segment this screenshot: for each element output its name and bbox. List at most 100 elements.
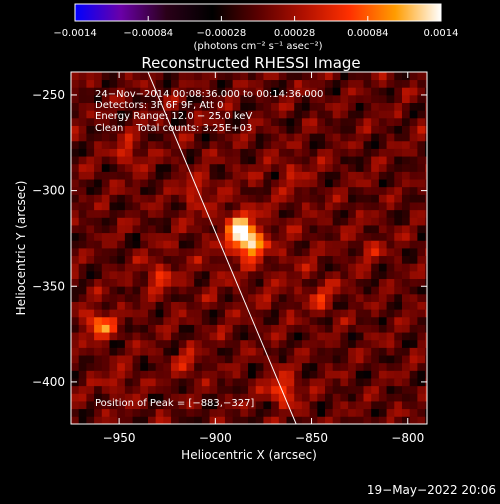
heatmap-cell xyxy=(140,309,149,318)
heatmap-cell xyxy=(271,309,280,318)
heatmap-cell xyxy=(255,370,264,379)
heatmap-cell xyxy=(425,316,427,325)
heatmap-cell xyxy=(124,301,133,310)
heatmap-cell xyxy=(309,301,318,310)
heatmap-cell xyxy=(86,148,95,157)
heatmap-cell xyxy=(155,87,164,96)
heatmap-cell xyxy=(286,347,295,356)
heatmap-cell xyxy=(209,248,218,257)
heatmap-cell xyxy=(71,217,80,226)
heatmap-cell xyxy=(417,87,426,96)
heatmap-cell xyxy=(86,270,95,280)
heatmap-cell xyxy=(163,339,172,348)
heatmap-cell xyxy=(278,270,287,280)
heatmap-cell xyxy=(132,110,141,119)
heatmap-cell xyxy=(178,301,187,310)
heatmap-cell xyxy=(217,125,226,134)
heatmap-cell xyxy=(255,393,264,402)
heatmap-cell xyxy=(386,309,395,318)
heatmap-cell xyxy=(301,248,311,257)
heatmap-cell xyxy=(325,286,334,295)
heatmap-cell xyxy=(348,324,357,333)
heatmap-cell xyxy=(109,401,118,410)
heatmap-cell xyxy=(278,355,287,364)
heatmap-cell xyxy=(371,125,380,134)
heatmap-cell xyxy=(301,156,311,165)
heatmap-cell xyxy=(386,240,395,249)
heatmap-cell xyxy=(348,278,357,287)
heatmap-cell xyxy=(232,270,241,280)
heatmap-cell xyxy=(117,102,126,111)
heatmap-cell xyxy=(309,355,318,364)
heatmap-cell xyxy=(332,179,341,188)
heatmap-cell xyxy=(117,301,126,310)
heatmap-cell xyxy=(71,324,80,333)
heatmap-cell xyxy=(371,393,380,402)
heatmap-cell xyxy=(340,286,349,295)
heatmap-cell xyxy=(163,171,172,180)
heatmap-cell xyxy=(209,133,218,142)
heatmap-cell xyxy=(386,263,395,272)
heatmap-cell xyxy=(178,270,187,280)
heatmap-cell xyxy=(78,309,87,318)
heatmap-cell xyxy=(340,301,349,310)
heatmap-cell xyxy=(94,133,103,142)
heatmap-cell xyxy=(86,370,95,379)
heatmap-cell xyxy=(201,125,210,134)
heatmap-cell xyxy=(286,240,295,249)
heatmap-cell xyxy=(371,248,380,257)
heatmap-cell xyxy=(109,255,118,264)
heatmap-cell xyxy=(263,163,272,172)
heatmap-cell xyxy=(325,232,334,241)
heatmap-cell xyxy=(117,393,126,402)
heatmap-cell xyxy=(171,408,180,417)
heatmap-cell xyxy=(178,309,187,318)
heatmap-cell xyxy=(255,117,264,126)
heatmap-cell xyxy=(240,332,249,341)
heatmap-cell xyxy=(317,378,326,387)
heatmap-cell xyxy=(232,186,241,195)
heatmap-cell xyxy=(325,378,334,387)
heatmap-cell xyxy=(71,110,80,119)
heatmap-cell xyxy=(163,270,172,280)
heatmap-cell xyxy=(409,270,418,280)
heatmap-cell xyxy=(309,286,318,295)
heatmap-cell xyxy=(255,362,264,371)
heatmap-cell xyxy=(332,194,341,203)
heatmap-cell xyxy=(325,79,334,88)
heatmap-cell xyxy=(378,393,387,402)
heatmap-cell xyxy=(278,408,287,417)
heatmap-cell xyxy=(101,102,110,111)
heatmap-cell xyxy=(271,362,280,371)
heatmap-cell xyxy=(263,339,272,348)
heatmap-cell xyxy=(71,316,80,325)
heatmap-cell xyxy=(301,240,311,249)
heatmap-cell xyxy=(140,263,149,272)
heatmap-cell xyxy=(425,332,427,341)
heatmap-cell xyxy=(86,94,95,104)
heatmap-cell xyxy=(147,232,157,241)
heatmap-cell xyxy=(101,179,110,188)
heatmap-cell xyxy=(301,270,311,280)
heatmap-cell xyxy=(178,362,187,371)
heatmap-cell xyxy=(286,278,295,287)
heatmap-cell xyxy=(309,378,318,387)
heatmap-cell xyxy=(401,72,411,81)
heatmap-cell xyxy=(378,179,387,188)
heatmap-cell xyxy=(363,385,372,394)
heatmap-cell xyxy=(101,355,110,364)
heatmap-cell xyxy=(409,232,418,241)
heatmap-cell xyxy=(217,393,226,402)
heatmap-cell xyxy=(132,355,141,364)
heatmap-cell xyxy=(101,171,110,180)
heatmap-cell xyxy=(355,110,364,119)
heatmap-cell xyxy=(278,117,287,126)
heatmap-cell xyxy=(425,362,427,371)
heatmap-cell xyxy=(209,179,218,188)
heatmap-cell xyxy=(217,278,226,287)
heatmap-cell xyxy=(132,72,141,81)
heatmap-cell xyxy=(86,217,95,226)
heatmap-cell xyxy=(186,171,195,180)
heatmap-cell xyxy=(132,133,141,142)
heatmap-cell xyxy=(232,72,241,81)
